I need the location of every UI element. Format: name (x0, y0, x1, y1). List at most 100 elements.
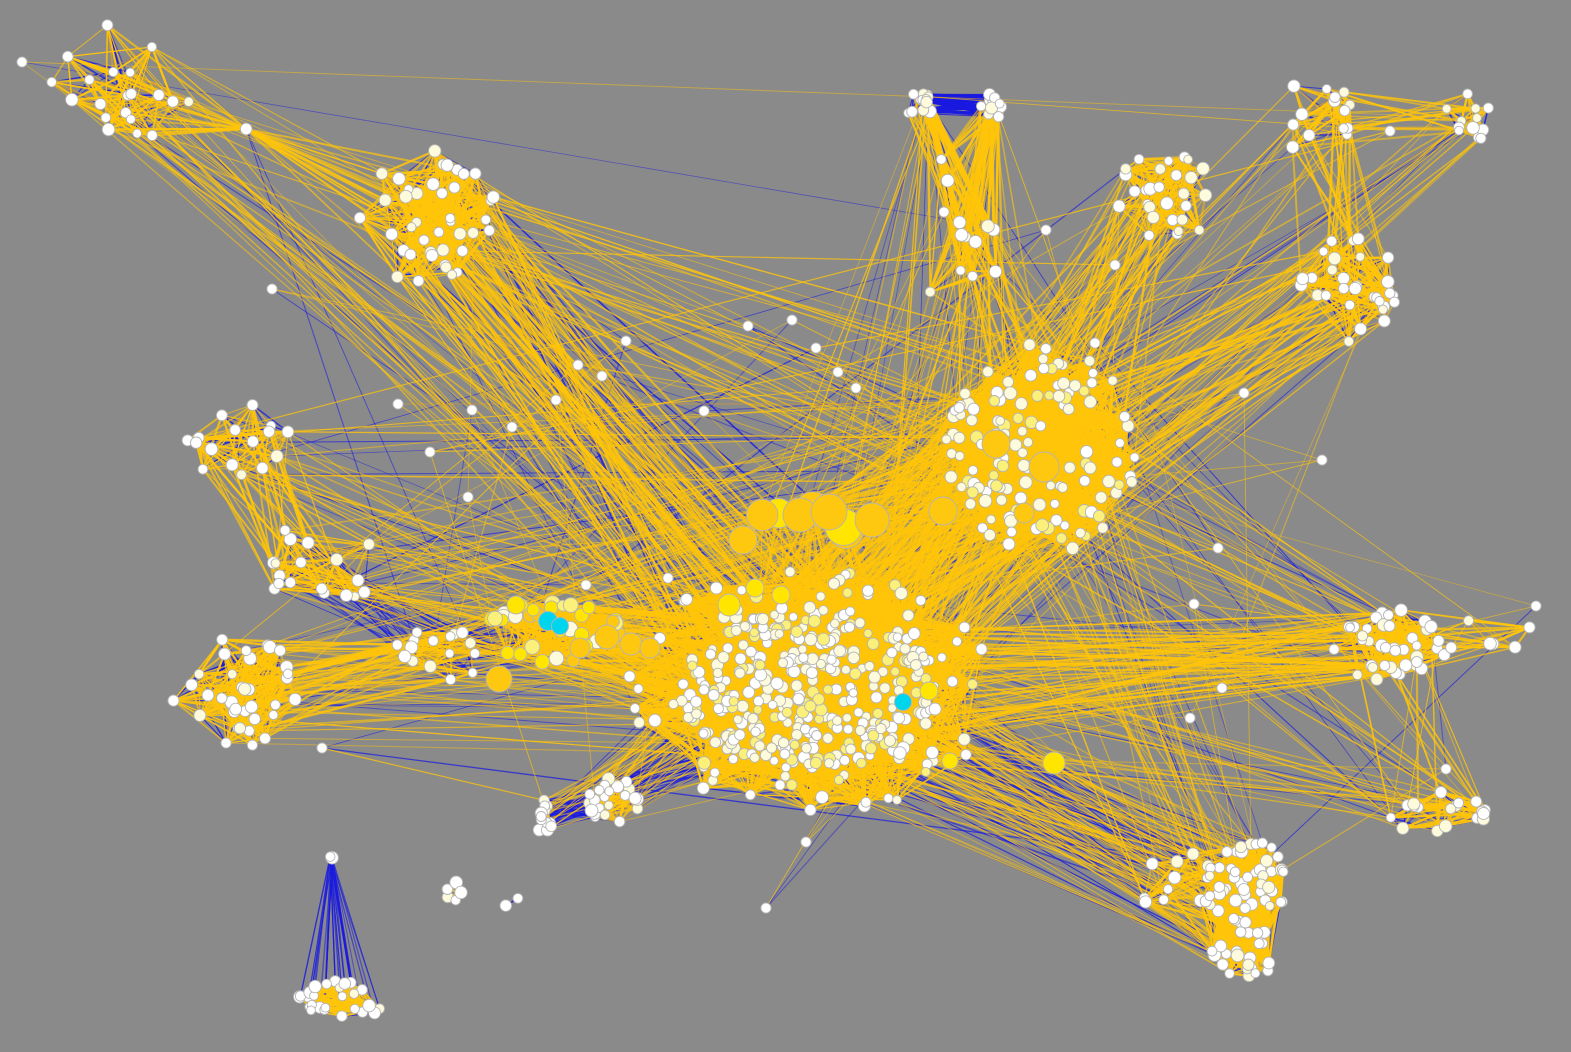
graph-node[interactable] (967, 678, 978, 690)
graph-node[interactable] (1118, 411, 1131, 423)
graph-node[interactable] (619, 790, 631, 801)
graph-node[interactable] (1477, 807, 1491, 820)
graph-node[interactable] (1038, 362, 1050, 375)
graph-node[interactable] (633, 683, 644, 694)
graph-node[interactable] (863, 628, 873, 639)
graph-node[interactable] (1183, 154, 1193, 165)
graph-node[interactable] (1411, 640, 1422, 651)
graph-node[interactable] (1044, 390, 1055, 401)
graph-node[interactable] (1153, 181, 1165, 193)
graph-node[interactable] (899, 643, 911, 655)
graph-node[interactable] (924, 286, 936, 298)
graph-node[interactable] (697, 756, 711, 770)
graph-node[interactable] (722, 642, 734, 654)
graph-node[interactable] (1384, 287, 1396, 299)
graph-node[interactable] (423, 659, 437, 673)
graph-node[interactable] (810, 342, 822, 354)
graph-node[interactable] (1367, 661, 1379, 673)
graph-node[interactable] (1337, 271, 1351, 285)
graph-node[interactable] (1250, 968, 1261, 979)
graph-node[interactable] (864, 661, 875, 672)
graph-node[interactable] (1194, 224, 1205, 236)
graph-node[interactable] (662, 572, 674, 584)
graph-node[interactable] (599, 809, 611, 821)
graph-node[interactable] (1470, 103, 1481, 114)
graph-node[interactable] (1017, 447, 1028, 458)
graph-node[interactable] (833, 644, 847, 658)
graph-node[interactable] (1407, 797, 1421, 811)
graph-node[interactable] (967, 465, 979, 476)
graph-node[interactable] (960, 748, 972, 761)
graph-node[interactable] (190, 436, 203, 449)
graph-node[interactable] (480, 214, 492, 225)
graph-node[interactable] (981, 219, 995, 234)
graph-node[interactable] (315, 582, 328, 595)
graph-node[interactable] (440, 261, 452, 274)
graph-node[interactable] (1146, 210, 1160, 224)
graph-node[interactable] (1374, 296, 1385, 307)
graph-node[interactable] (951, 636, 963, 647)
graph-node[interactable] (1212, 542, 1224, 554)
graph-node[interactable] (339, 588, 353, 602)
graph-node[interactable] (1338, 282, 1350, 295)
gold-hub-16[interactable] (771, 585, 791, 605)
graph-node[interactable] (1441, 103, 1452, 114)
gold-hub-1[interactable] (728, 525, 758, 555)
graph-node[interactable] (349, 1003, 360, 1014)
graph-node[interactable] (1351, 232, 1365, 246)
graph-node[interactable] (698, 728, 709, 739)
graph-node[interactable] (1432, 634, 1445, 647)
graph-node[interactable] (777, 737, 790, 749)
graph-node[interactable] (1216, 682, 1228, 694)
graph-node[interactable] (1120, 163, 1132, 175)
graph-node[interactable] (1045, 480, 1056, 491)
graph-node[interactable] (978, 494, 993, 508)
graph-node[interactable] (94, 97, 107, 111)
graph-node[interactable] (892, 711, 906, 725)
graph-node[interactable] (1470, 795, 1483, 808)
gold-hub-17[interactable] (1042, 751, 1066, 775)
graph-node[interactable] (436, 187, 448, 200)
graph-node[interactable] (1006, 526, 1017, 538)
graph-node[interactable] (337, 991, 348, 1002)
graph-node[interactable] (742, 320, 754, 332)
graph-node[interactable] (362, 538, 375, 551)
graph-node[interactable] (769, 756, 779, 766)
graph-node[interactable] (125, 88, 138, 100)
graph-node[interactable] (146, 41, 158, 53)
graph-node[interactable] (183, 96, 194, 107)
graph-node[interactable] (1328, 643, 1340, 655)
graph-node[interactable] (1320, 290, 1332, 301)
graph-node[interactable] (633, 716, 646, 729)
graph-node[interactable] (1063, 461, 1076, 474)
graph-node[interactable] (804, 632, 818, 647)
graph-node[interactable] (1079, 445, 1094, 459)
gold-hub-15[interactable] (745, 578, 765, 598)
graph-node[interactable] (1224, 968, 1235, 979)
graph-node[interactable] (946, 675, 959, 688)
graph-node[interactable] (816, 632, 831, 646)
graph-node[interactable] (1383, 609, 1394, 621)
graph-node[interactable] (1338, 86, 1350, 98)
graph-node[interactable] (1272, 851, 1284, 863)
graph-node[interactable] (197, 463, 209, 475)
graph-node[interactable] (1356, 630, 1369, 642)
graph-node[interactable] (1198, 188, 1213, 202)
graph-node[interactable] (865, 742, 878, 755)
graph-node[interactable] (938, 206, 950, 218)
graph-node[interactable] (628, 791, 642, 805)
graph-node[interactable] (603, 800, 614, 811)
graph-node[interactable] (790, 679, 803, 692)
graph-node[interactable] (1129, 452, 1140, 463)
graph-node[interactable] (770, 676, 784, 690)
graph-node[interactable] (65, 92, 79, 107)
graph-node[interactable] (780, 771, 791, 782)
graph-node[interactable] (411, 627, 423, 638)
graph-node[interactable] (132, 128, 142, 139)
graph-node[interactable] (815, 790, 829, 805)
graph-node[interactable] (580, 579, 592, 591)
graph-node[interactable] (1014, 491, 1028, 505)
graph-node[interactable] (446, 269, 458, 280)
graph-node[interactable] (1266, 842, 1277, 853)
graph-node[interactable] (125, 67, 136, 78)
